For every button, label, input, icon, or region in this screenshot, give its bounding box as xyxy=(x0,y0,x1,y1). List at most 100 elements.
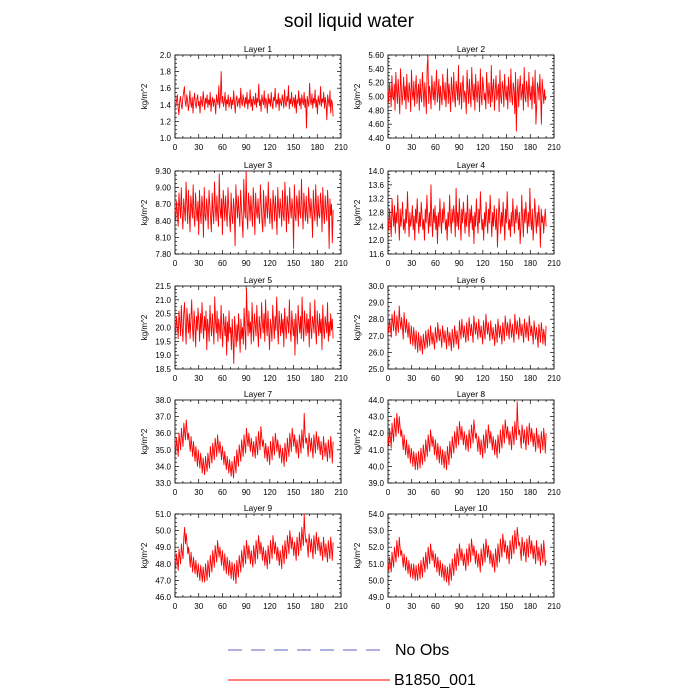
layer-10-xtick-label: 30 xyxy=(407,602,416,611)
layer-5-xtick-label: 90 xyxy=(242,374,251,383)
layer-2-xtick-label: 210 xyxy=(547,143,561,152)
layer-3-xtick-label: 90 xyxy=(242,259,251,268)
layer-9-ytick-label: 48.0 xyxy=(155,560,171,569)
layer-5-xtick-label: 0 xyxy=(173,374,178,383)
layer-7-xtick-label: 90 xyxy=(242,488,251,497)
layer-5-xtick-label: 180 xyxy=(311,374,325,383)
layer-7-ylabel: kg/m^2 xyxy=(140,428,149,454)
layer-5-xtick-label: 150 xyxy=(287,374,301,383)
layer-8-ytick-label: 41.0 xyxy=(368,446,384,455)
layer-4-xtick-label: 30 xyxy=(407,259,416,268)
layer-9-xtick-label: 90 xyxy=(242,602,251,611)
panel-grid: Layer 10 30 60 90 120 150 180 2101.01.21.41.61.… xyxy=(140,44,561,611)
layer-6-xtick-label: 90 xyxy=(455,374,464,383)
layer-3-xtick-label: 0 xyxy=(173,259,178,268)
layer-8-ytick-label: 44.0 xyxy=(368,396,384,405)
legend: No Obs B1850_001 xyxy=(228,642,476,689)
layer-7-xtick-label: 180 xyxy=(311,488,325,497)
panel-layer-8: Layer 8 0 30 60 90 120 150 180 210 39.0 40.0 41.0 42… xyxy=(353,389,561,497)
layer-9-xtick-label: 30 xyxy=(194,602,203,611)
layer-3-ytick-label: 7.80 xyxy=(155,250,171,259)
layer-3-xtick-label: 30 xyxy=(194,259,203,268)
layer-10-xtick-label: 90 xyxy=(455,602,464,611)
layer-8-xtick-label: 210 xyxy=(547,488,561,497)
layer-2-ytick-label: 4.40 xyxy=(368,134,384,143)
layer-7-xtick-label: 60 xyxy=(218,488,227,497)
layer-5-ytick-label: 19.5 xyxy=(155,337,171,346)
layer-10-ytick-label: 51.0 xyxy=(368,560,384,569)
layer-7-series-line xyxy=(174,412,334,479)
layer-2-ytick-label: 4.80 xyxy=(368,106,384,115)
layer-2-ytick-label: 5.60 xyxy=(368,51,384,60)
layer-4-xtick-label: 180 xyxy=(524,259,538,268)
layer-2-xtick-label: 120 xyxy=(476,143,490,152)
layer-7-xtick-label: 120 xyxy=(263,488,277,497)
layer-3-ytick-label: 9.00 xyxy=(155,184,171,193)
layer-2-xtick-label: 30 xyxy=(407,143,416,152)
layer-9-xtick-label: 210 xyxy=(334,602,348,611)
layer-8-xtick-label: 120 xyxy=(476,488,490,497)
layer-1-xtick-label: 210 xyxy=(334,143,348,152)
layer-6-ytick-label: 28.0 xyxy=(368,315,384,324)
layer-1-xtick-label: 120 xyxy=(263,143,277,152)
layer-8-xtick-label: 60 xyxy=(431,488,440,497)
layer-7-ytick-label: 33.0 xyxy=(155,479,171,488)
layer-6-ylabel: kg/m^2 xyxy=(353,314,362,340)
layer-9-ylabel: kg/m^2 xyxy=(140,542,149,568)
layer-3-ytick-label: 8.70 xyxy=(155,200,171,209)
layer-10-ytick-label: 49.0 xyxy=(368,593,384,602)
layer-3-ytick-label: 8.40 xyxy=(155,217,171,226)
layer-6-ytick-label: 29.0 xyxy=(368,299,384,308)
layer-6-xtick-label: 30 xyxy=(407,374,416,383)
legend-label-no-obs: No Obs xyxy=(395,642,449,659)
layer-8-series-line xyxy=(387,401,547,471)
layer-4-ytick-label: 12.0 xyxy=(368,236,384,245)
layer-4-xtick-label: 210 xyxy=(547,259,561,268)
layer-5-title: Layer 5 xyxy=(244,275,273,285)
layer-10-ytick-label: 50.0 xyxy=(368,576,384,585)
layer-9-xtick-label: 0 xyxy=(173,602,178,611)
layer-2-ylabel: kg/m^2 xyxy=(353,83,362,109)
panel-layer-9: Layer 9 0 30 60 90 120 150 180 210 46.0 47.0 48.0 49… xyxy=(140,503,348,611)
layer-4-xtick-label: 90 xyxy=(455,259,464,268)
layer-5-xtick-label: 120 xyxy=(263,374,277,383)
layer-7-xtick-label: 0 xyxy=(173,488,178,497)
layer-1-ytick-label: 2.0 xyxy=(160,51,172,60)
panel-layer-4: Layer 4 0 30 60 90 120 150 180 210 11.6 12.0 12.4 12… xyxy=(353,160,561,268)
layer-10-ytick-label: 53.0 xyxy=(368,527,384,536)
layer-1-ytick-label: 1.8 xyxy=(160,68,172,77)
layer-2-xtick-label: 90 xyxy=(455,143,464,152)
panel-layer-2: Layer 2 0 30 60 90 120 150 180 210 4.40 4.60 4.80 5.… xyxy=(353,44,561,152)
layer-1-ylabel: kg/m^2 xyxy=(140,83,149,109)
layer-5-xtick-label: 30 xyxy=(194,374,203,383)
layer-4-ytick-label: 13.2 xyxy=(368,195,384,204)
layer-9-ytick-label: 49.0 xyxy=(155,543,171,552)
layer-6-title: Layer 6 xyxy=(457,275,486,285)
layer-6-xtick-label: 210 xyxy=(547,374,561,383)
layer-6-xtick-label: 120 xyxy=(476,374,490,383)
layer-8-xtick-label: 0 xyxy=(386,488,391,497)
layer-10-xtick-label: 210 xyxy=(547,602,561,611)
layer-1-title: Layer 1 xyxy=(244,44,273,54)
layer-3-title: Layer 3 xyxy=(244,160,273,170)
layer-9-xtick-label: 180 xyxy=(311,602,325,611)
layer-4-xtick-label: 0 xyxy=(386,259,391,268)
layer-7-xtick-label: 150 xyxy=(287,488,301,497)
layer-6-xtick-label: 0 xyxy=(386,374,391,383)
layer-3-xtick-label: 120 xyxy=(263,259,277,268)
layer-1-xtick-label: 30 xyxy=(194,143,203,152)
layer-4-series-line xyxy=(387,184,547,248)
layer-9-xtick-label: 150 xyxy=(287,602,301,611)
panel-layer-1: Layer 1 0 30 60 90 120 150 180 210 1.0 1.2 1.4 1.6 1.… xyxy=(140,44,348,152)
layer-10-xtick-label: 120 xyxy=(476,602,490,611)
layer-6-series-line xyxy=(387,305,547,355)
layer-5-ytick-label: 21.5 xyxy=(155,282,171,291)
layer-1-xtick-label: 150 xyxy=(287,143,301,152)
layer-8-ytick-label: 43.0 xyxy=(368,413,384,422)
layer-1-series-line xyxy=(174,71,334,129)
layer-4-ytick-label: 12.8 xyxy=(368,209,384,218)
layer-7-ytick-label: 35.0 xyxy=(155,446,171,455)
legend-label-b1850-001: B1850_001 xyxy=(394,672,476,689)
layer-2-ytick-label: 4.60 xyxy=(368,120,384,129)
